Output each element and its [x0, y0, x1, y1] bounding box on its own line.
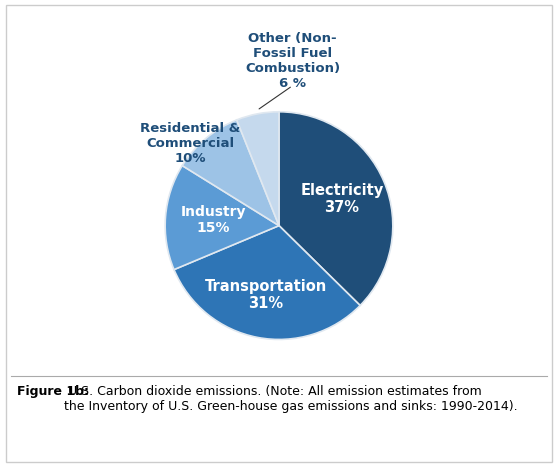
Wedge shape	[165, 166, 279, 269]
Wedge shape	[279, 112, 393, 305]
Text: Figure 1b:: Figure 1b:	[17, 385, 89, 398]
Text: U.S. Carbon dioxide emissions. (Note: All emission estimates from
the Inventory : U.S. Carbon dioxide emissions. (Note: Al…	[64, 385, 518, 413]
Wedge shape	[237, 112, 279, 226]
Text: Electricity
37%: Electricity 37%	[300, 183, 383, 215]
Text: Transportation
31%: Transportation 31%	[205, 279, 327, 311]
Wedge shape	[182, 120, 279, 226]
Text: Residential &
Commercial
10%: Residential & Commercial 10%	[140, 122, 240, 165]
Text: Industry
15%: Industry 15%	[180, 205, 246, 235]
Text: Other (Non-
Fossil Fuel
Combustion)
6 %: Other (Non- Fossil Fuel Combustion) 6 %	[245, 32, 340, 90]
Wedge shape	[174, 226, 360, 340]
